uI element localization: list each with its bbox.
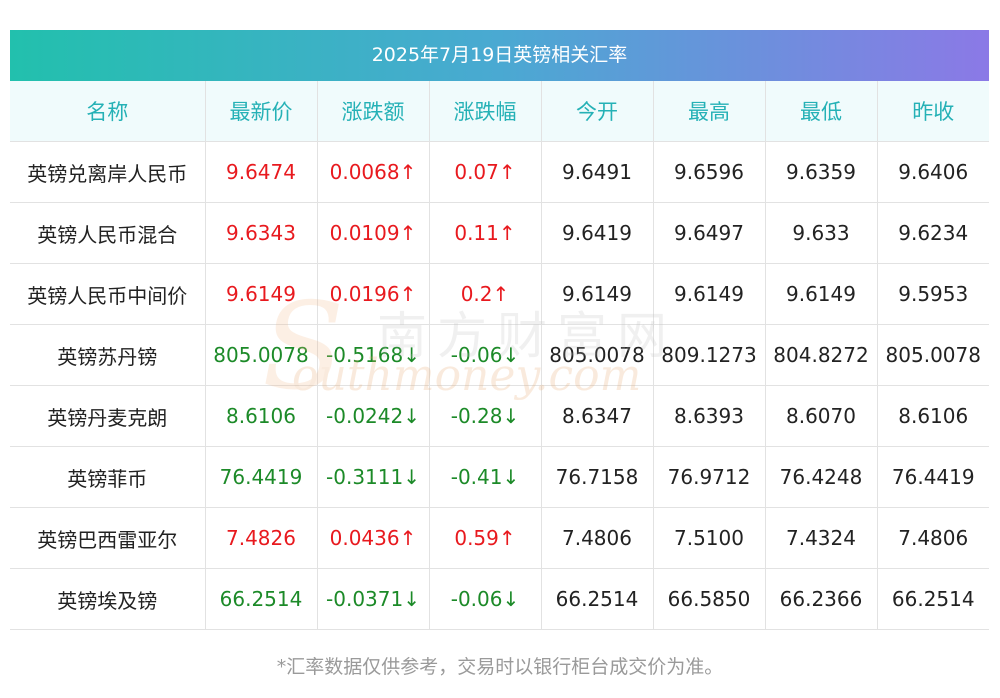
cell-change-pct: 0.07↑ xyxy=(429,141,542,203)
cell-open: 8.6347 xyxy=(541,385,654,447)
cell-prev-close: 9.6234 xyxy=(877,202,989,264)
cell-change-pct: 0.2↑ xyxy=(429,263,542,325)
cell-prev-close: 76.4419 xyxy=(877,446,989,508)
cell-change: 0.0196↑ xyxy=(317,263,430,325)
cell-prev-close: 805.0078 xyxy=(877,324,989,386)
cell-name: 英镑菲币 xyxy=(10,446,206,508)
table-row: 英镑巴西雷亚尔 7.4826 0.0436↑ 0.59↑ 7.4806 7.5100 7.4… xyxy=(10,507,989,569)
cell-high: 66.5850 xyxy=(653,568,766,630)
cell-change-pct: -0.06↓ xyxy=(429,568,542,630)
cell-open: 7.4806 xyxy=(541,507,654,569)
cell-prev-close: 7.4806 xyxy=(877,507,989,569)
cell-latest: 8.6106 xyxy=(205,385,318,447)
cell-latest: 9.6474 xyxy=(205,141,318,203)
table-row: 英镑人民币混合 9.6343 0.0109↑ 0.11↑ 9.6419 9.6497 9.6… xyxy=(10,202,989,264)
cell-prev-close: 8.6106 xyxy=(877,385,989,447)
col-header-change: 涨跌额 xyxy=(317,81,430,142)
cell-change: -0.0371↓ xyxy=(317,568,430,630)
cell-change: 0.0068↑ xyxy=(317,141,430,203)
cell-low: 9.6359 xyxy=(765,141,878,203)
cell-low: 9.6149 xyxy=(765,263,878,325)
cell-high: 9.6497 xyxy=(653,202,766,264)
disclaimer-footnote: *汇率数据仅供参考，交易时以银行柜台成交价为准。 xyxy=(276,656,724,678)
cell-latest: 76.4419 xyxy=(205,446,318,508)
col-header-latest: 最新价 xyxy=(205,81,318,142)
cell-open: 9.6419 xyxy=(541,202,654,264)
table-row: 英镑兑离岸人民币 9.6474 0.0068↑ 0.07↑ 9.6491 9.6596 9.… xyxy=(10,141,989,203)
cell-high: 9.6149 xyxy=(653,263,766,325)
table-row: 英镑人民币中间价 9.6149 0.0196↑ 0.2↑ 9.6149 9.6149 9.6… xyxy=(10,263,989,325)
cell-name: 英镑人民币中间价 xyxy=(10,263,206,325)
cell-low: 9.633 xyxy=(765,202,878,264)
cell-latest: 7.4826 xyxy=(205,507,318,569)
rates-panel: 2025年7月19日英镑相关汇率 名称 最新价 涨跌额 涨跌幅 今开 最高 最低… xyxy=(10,30,989,630)
cell-open: 805.0078 xyxy=(541,324,654,386)
cell-change-pct: -0.28↓ xyxy=(429,385,542,447)
cell-change: -0.5168↓ xyxy=(317,324,430,386)
cell-change: -0.0242↓ xyxy=(317,385,430,447)
cell-open: 66.2514 xyxy=(541,568,654,630)
cell-name: 英镑人民币混合 xyxy=(10,202,206,264)
cell-change-pct: 0.11↑ xyxy=(429,202,542,264)
cell-low: 8.6070 xyxy=(765,385,878,447)
col-header-low: 最低 xyxy=(765,81,878,142)
cell-open: 9.6149 xyxy=(541,263,654,325)
cell-high: 8.6393 xyxy=(653,385,766,447)
col-header-open: 今开 xyxy=(541,81,654,142)
table-row: 英镑埃及镑 66.2514 -0.0371↓ -0.06↓ 66.2514 66.5850… xyxy=(10,568,989,630)
table-row: 英镑菲币 76.4419 -0.3111↓ -0.41↓ 76.7158 76.9712 7… xyxy=(10,446,989,508)
table-row: 英镑苏丹镑 805.0078 -0.5168↓ -0.06↓ 805.0078 809.1… xyxy=(10,324,989,386)
cell-name: 英镑苏丹镑 xyxy=(10,324,206,386)
cell-high: 76.9712 xyxy=(653,446,766,508)
cell-open: 76.7158 xyxy=(541,446,654,508)
cell-high: 809.1273 xyxy=(653,324,766,386)
col-header-high: 最高 xyxy=(653,81,766,142)
table-title: 2025年7月19日英镑相关汇率 xyxy=(10,30,989,81)
cell-low: 804.8272 xyxy=(765,324,878,386)
exchange-rate-table: 名称 最新价 涨跌额 涨跌幅 今开 最高 最低 昨收 英镑兑离岸人民币 9.647… xyxy=(10,81,989,630)
cell-change: 0.0109↑ xyxy=(317,202,430,264)
cell-open: 9.6491 xyxy=(541,141,654,203)
cell-prev-close: 9.5953 xyxy=(877,263,989,325)
cell-prev-close: 66.2514 xyxy=(877,568,989,630)
cell-name: 英镑丹麦克朗 xyxy=(10,385,206,447)
cell-high: 9.6596 xyxy=(653,141,766,203)
cell-name: 英镑巴西雷亚尔 xyxy=(10,507,206,569)
col-header-prev-close: 昨收 xyxy=(877,81,989,142)
cell-change: -0.3111↓ xyxy=(317,446,430,508)
cell-high: 7.5100 xyxy=(653,507,766,569)
cell-latest: 9.6149 xyxy=(205,263,318,325)
cell-latest: 66.2514 xyxy=(205,568,318,630)
cell-low: 66.2366 xyxy=(765,568,878,630)
cell-latest: 9.6343 xyxy=(205,202,318,264)
cell-name: 英镑埃及镑 xyxy=(10,568,206,630)
cell-change-pct: 0.59↑ xyxy=(429,507,542,569)
cell-low: 76.4248 xyxy=(765,446,878,508)
cell-prev-close: 9.6406 xyxy=(877,141,989,203)
table-row: 英镑丹麦克朗 8.6106 -0.0242↓ -0.28↓ 8.6347 8.6393 8.… xyxy=(10,385,989,447)
cell-low: 7.4324 xyxy=(765,507,878,569)
cell-change: 0.0436↑ xyxy=(317,507,430,569)
cell-change-pct: -0.41↓ xyxy=(429,446,542,508)
col-header-change-pct: 涨跌幅 xyxy=(429,81,542,142)
cell-change-pct: -0.06↓ xyxy=(429,324,542,386)
cell-latest: 805.0078 xyxy=(205,324,318,386)
header-row: 名称 最新价 涨跌额 涨跌幅 今开 最高 最低 昨收 xyxy=(10,81,989,142)
col-header-name: 名称 xyxy=(10,81,206,142)
cell-name: 英镑兑离岸人民币 xyxy=(10,141,206,203)
